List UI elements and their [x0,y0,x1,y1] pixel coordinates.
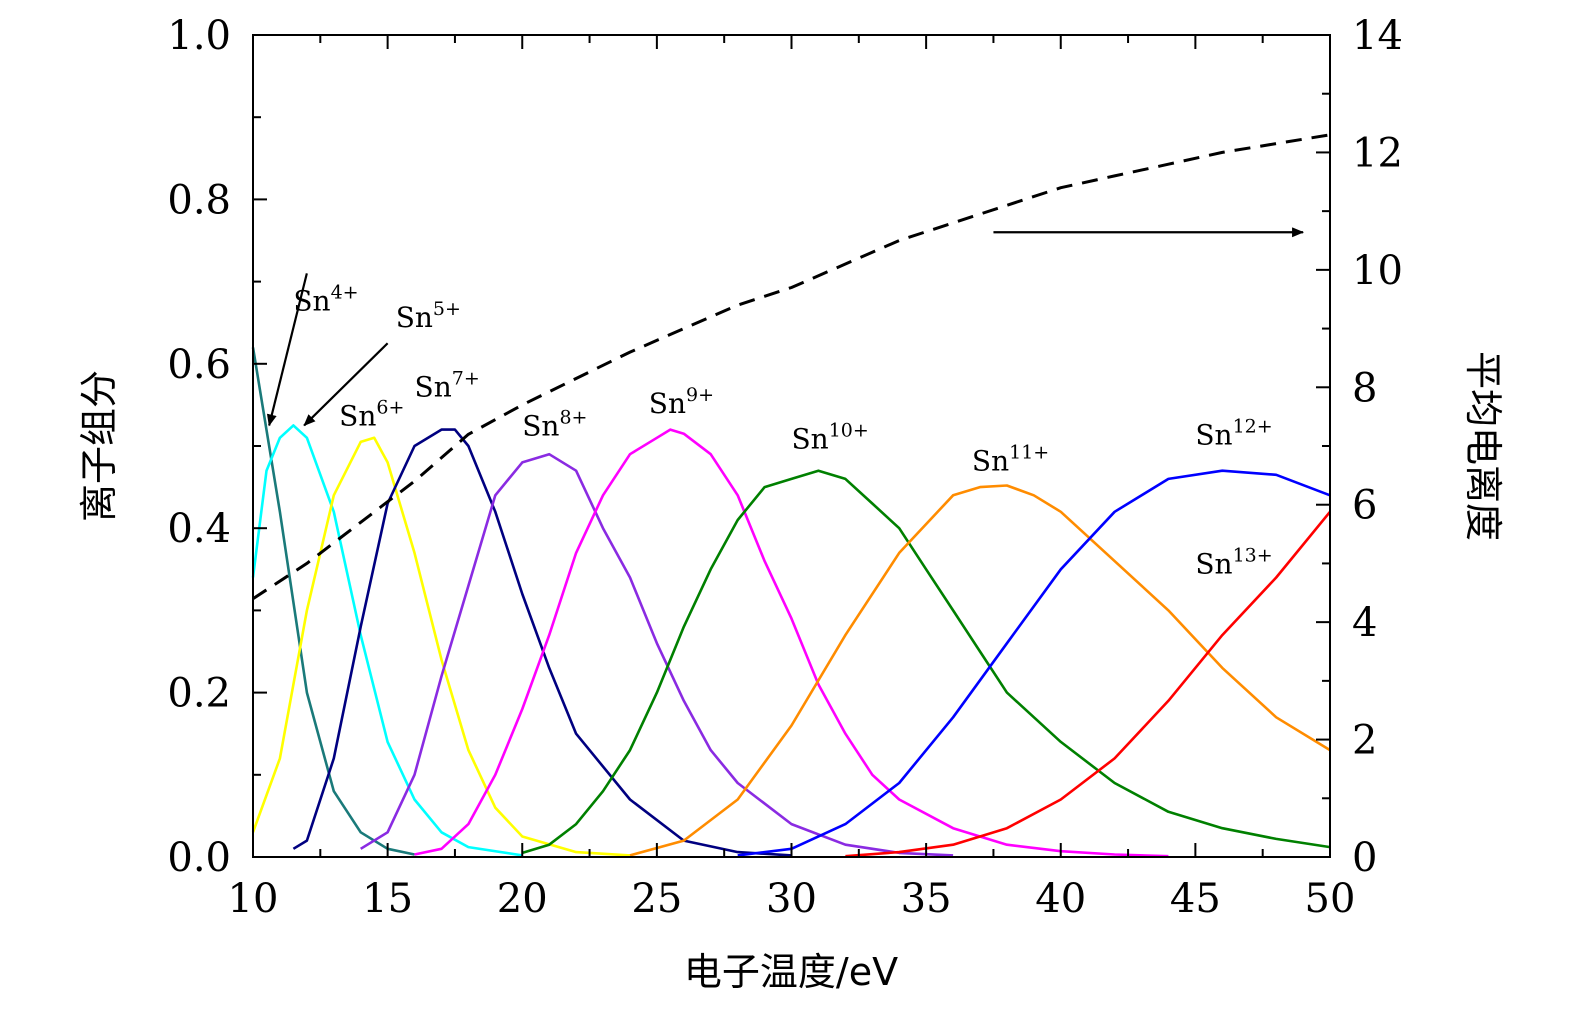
x-tick-label: 10 [228,876,279,922]
series-annotation: Sn9+ [649,384,714,420]
x-tick-label: 15 [362,876,413,922]
tick-layer: 10 15 20 25 30 35 40 45 50 0.0 0.2 0.4 0.6 0.8 1.0 0 2 4 6… [167,13,1403,922]
annotation-arrow [303,342,389,427]
y2-tick-label: 8 [1352,365,1377,411]
series-annotation: Sn6+ [339,396,404,432]
x-tick-label: 45 [1170,876,1221,922]
annotation-arrow [266,273,308,427]
y2-tick-label: 6 [1352,483,1377,529]
series-line-sn7plus [292,428,792,857]
y2-tick-label: 14 [1352,13,1403,59]
series-line-sn5plus [251,424,523,857]
series-line-sn11plus [629,484,1331,857]
y2-axis-title: 平均电离度 [1461,351,1505,541]
series-annotation: Sn11+ [972,442,1049,478]
mean-ionization-line [252,133,1331,600]
series-annotation: Sn4+ [293,281,358,317]
series-line-sn12plus [737,469,1331,857]
series-line-sn8plus [360,452,954,857]
annotation-layer: Sn4+ Sn5+ Sn6+ Sn7+ Sn8+ Sn9+ Sn10+ Sn11+ Sn12+ S… [266,227,1305,580]
series-layer [251,133,1332,858]
y2-tick-label: 4 [1352,600,1377,646]
y2-tick-label: 2 [1352,718,1377,764]
series-annotation: Sn13+ [1195,544,1272,580]
series-annotation: Sn7+ [415,368,480,404]
series-line-sn10plus [521,469,1331,855]
series-annotation: Sn5+ [396,298,461,334]
y-tick-label: 0.4 [167,506,231,552]
y-tick-label: 0.8 [167,177,231,223]
x-tick-label: 25 [631,876,682,922]
y-tick-label: 0.0 [167,835,231,881]
series-line-sn4plus [251,347,415,856]
series-annotation: Sn8+ [522,406,587,442]
x-tick-label: 35 [901,876,952,922]
y-tick-label: 1.0 [167,13,231,59]
x-tick-label: 50 [1305,876,1356,922]
y2-tick-label: 0 [1352,835,1377,881]
x-tick-label: 40 [1035,876,1086,922]
y-tick-label: 0.6 [167,342,231,388]
y-tick-label: 0.2 [167,671,231,717]
series-annotation: Sn12+ [1195,415,1272,451]
y-axis-title: 离子组分 [77,370,121,522]
series-annotation: Sn10+ [792,419,869,455]
series-line-sn6plus [251,436,631,857]
y2-tick-label: 10 [1352,248,1403,294]
x-tick-label: 20 [497,876,548,922]
series-line-sn9plus [414,428,1169,858]
x-tick-label: 30 [766,876,817,922]
x-axis-title: 电子温度/eV [684,950,898,994]
y2-tick-label: 12 [1352,130,1403,176]
